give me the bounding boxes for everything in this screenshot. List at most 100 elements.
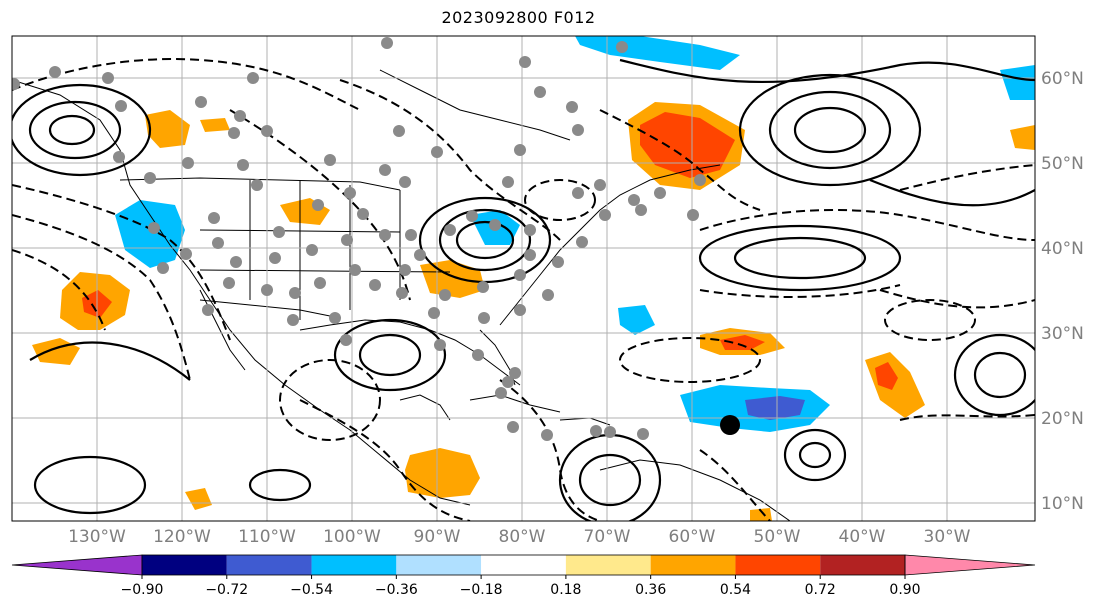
lat-labels: 60°N 50°N 40°N 30°N 20°N 10°N [1041,69,1084,514]
contour-nw-high-1 [12,83,152,177]
colorbar-label: −0.36 [375,582,418,598]
contour-greenland-3 [793,106,867,154]
lon-labels: 130°W 120°W 110°W 100°W 90°W 80°W 70°W 6… [68,527,971,547]
dash-3 [12,249,106,331]
contour-gulf-2 [358,333,422,377]
shade-gulf-orange [420,260,485,298]
dash-14 [619,337,761,383]
dash-6 [339,79,561,241]
contour-greenland-1 [738,73,922,187]
colorbar-outline [141,554,906,576]
colorbar: −0.90 −0.72 −0.54 −0.36 −0.18 0.18 0.36 0.54 0.7… [11,554,1036,598]
colorbar-label: 0.36 [635,582,666,598]
colorbar-label: 0.72 [805,582,836,598]
map-border [11,35,1036,522]
map-title: 2023092800 F012 [441,8,596,27]
colorbar-segment [142,555,227,575]
shade-bermuda-blue [618,305,655,335]
map-panel [12,36,1035,521]
lon-label: 120°W [153,527,211,547]
contour-nw-high-3 [48,114,96,146]
contour-pac-low-1 [33,455,147,515]
dash-8 [499,379,601,521]
contour-tropic-1 [783,428,847,482]
lat-label: 40°N [1041,239,1084,259]
dash-11 [879,289,1035,309]
colorbar-extend-low [11,554,143,576]
colorbar-label: 0.54 [720,582,751,598]
colorbar-segment [735,555,821,575]
contour-nw-high-2 [28,100,122,160]
lat-label: 10°N [1041,494,1084,514]
colorbar-label: −0.90 [121,582,164,598]
colorbar-segment [396,555,482,575]
colorbar-segment [226,555,312,575]
lon-label: 130°W [68,527,126,547]
dash-12 [699,449,771,521]
shade-southatl-orange [750,508,772,521]
coast-yucatan [399,394,451,421]
colorbar-segment [650,555,736,575]
lat-label: 60°N [1041,69,1084,89]
shade-eastatl-red [875,362,898,390]
colorbar-label: −0.18 [460,582,503,598]
lat-label: 50°N [1041,154,1084,174]
coast-east [499,164,721,326]
shade-farnorth-blue [1000,65,1035,100]
lon-label: 80°W [499,527,546,547]
border-usmx [199,299,341,319]
lon-label: 30°W [924,527,971,547]
contour-tropic-2 [798,441,832,469]
colorbar-extend-high [904,554,1036,576]
colorbar-segment [481,555,566,575]
colorbar-label: −0.54 [290,582,333,598]
shade-midatl-red [720,335,765,350]
lon-label: 110°W [238,527,296,547]
colorbar-segment [820,555,905,575]
dash-17 [524,179,596,221]
contour-atl-high-2 [733,236,867,280]
lat-label: 30°N [1041,324,1084,344]
shade-nw-orange [200,118,230,132]
shade-westpac-orange [185,488,212,510]
dash-18 [699,209,1035,241]
storm-center-marker [720,415,740,435]
shade-east-orange [1010,125,1035,150]
map-grid [12,36,1035,521]
coast-hudson [379,69,571,141]
contour-carib-2 [578,453,642,507]
contour-gulf-1 [333,318,447,392]
colorbar-segment [565,555,651,575]
lat-label: 20°N [1041,409,1084,429]
shade-atlantic-darkblue [745,396,805,420]
colorbar-segment [311,555,397,575]
colorbar-label: −0.72 [205,582,248,598]
colorbar-label: 0.18 [550,582,581,598]
observation-dots [12,37,706,441]
lon-label: 50°W [754,527,801,547]
contour-east-1 [953,333,1035,417]
contour-pac-low-2 [248,468,312,502]
contour-northeast-wave [619,58,1035,84]
colorbar-label: 0.90 [889,582,920,598]
lon-label: 60°W [669,527,716,547]
dash-2 [12,214,191,381]
contour-ohio-low-2 [438,208,532,272]
shade-bc-orange [145,110,190,148]
contour-east-wave [869,178,1035,207]
dash-1 [12,184,231,341]
lon-label: 40°W [839,527,886,547]
dash-7 [299,399,471,521]
contour-atl-high-1 [698,224,902,292]
shade-labrador-red [640,112,735,178]
contour-east-2 [973,351,1027,399]
dash-13 [899,414,1035,421]
shade-northeast-blue [575,36,740,70]
dash-16 [884,299,976,341]
shade-rockies-blue [115,200,185,268]
contour-greenland-2 [768,90,892,170]
dash-9 [599,109,761,211]
lon-label: 100°W [323,527,381,547]
shade-centralam-orange [405,448,480,498]
